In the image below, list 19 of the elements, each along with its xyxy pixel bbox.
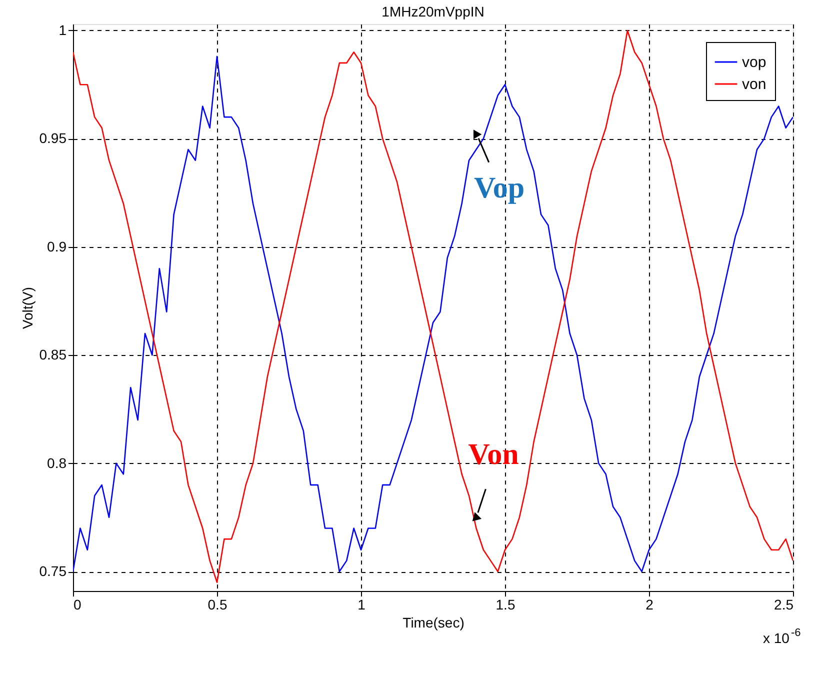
y-tick-label: 0.75 [39,563,67,580]
y-tick-label: 0.95 [39,130,67,146]
x-tick-label: 1 [358,596,366,612]
x-tick-label: 2 [646,596,654,612]
annotation: Von [468,438,520,471]
legend-label: von [742,76,766,93]
y-tick-label: 0.85 [39,346,67,363]
x-axis-title: Time(sec) [402,614,464,630]
legend-label: vop [742,54,766,71]
y-tick-label: 0.9 [47,238,67,254]
y-axis-title: Volt(V) [19,286,36,330]
x-tick-label: 0 [74,596,82,612]
y-tick-label: 0.8 [47,454,67,471]
x-tick-label: 1.5 [496,596,516,612]
chart-title: 1MHz20mVppIN [382,3,484,20]
y-tick-label: 1 [58,22,67,38]
x-tick-label: 2.5 [774,596,794,612]
annotation: Vop [474,171,525,204]
x-tick-label: 0.5 [208,596,228,612]
